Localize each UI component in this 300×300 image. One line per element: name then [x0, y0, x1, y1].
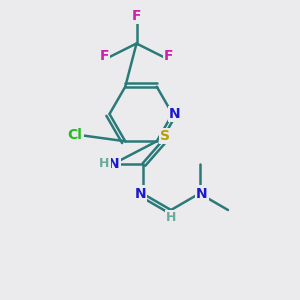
Text: N: N [196, 187, 208, 200]
Text: F: F [132, 9, 141, 22]
Text: N: N [134, 187, 146, 200]
Text: F: F [99, 49, 109, 62]
Text: S: S [160, 129, 170, 143]
Text: F: F [164, 49, 174, 62]
Text: Cl: Cl [68, 128, 82, 142]
Text: N: N [169, 107, 181, 121]
Text: N: N [108, 157, 120, 170]
Text: H: H [166, 211, 176, 224]
Text: H: H [99, 157, 110, 170]
